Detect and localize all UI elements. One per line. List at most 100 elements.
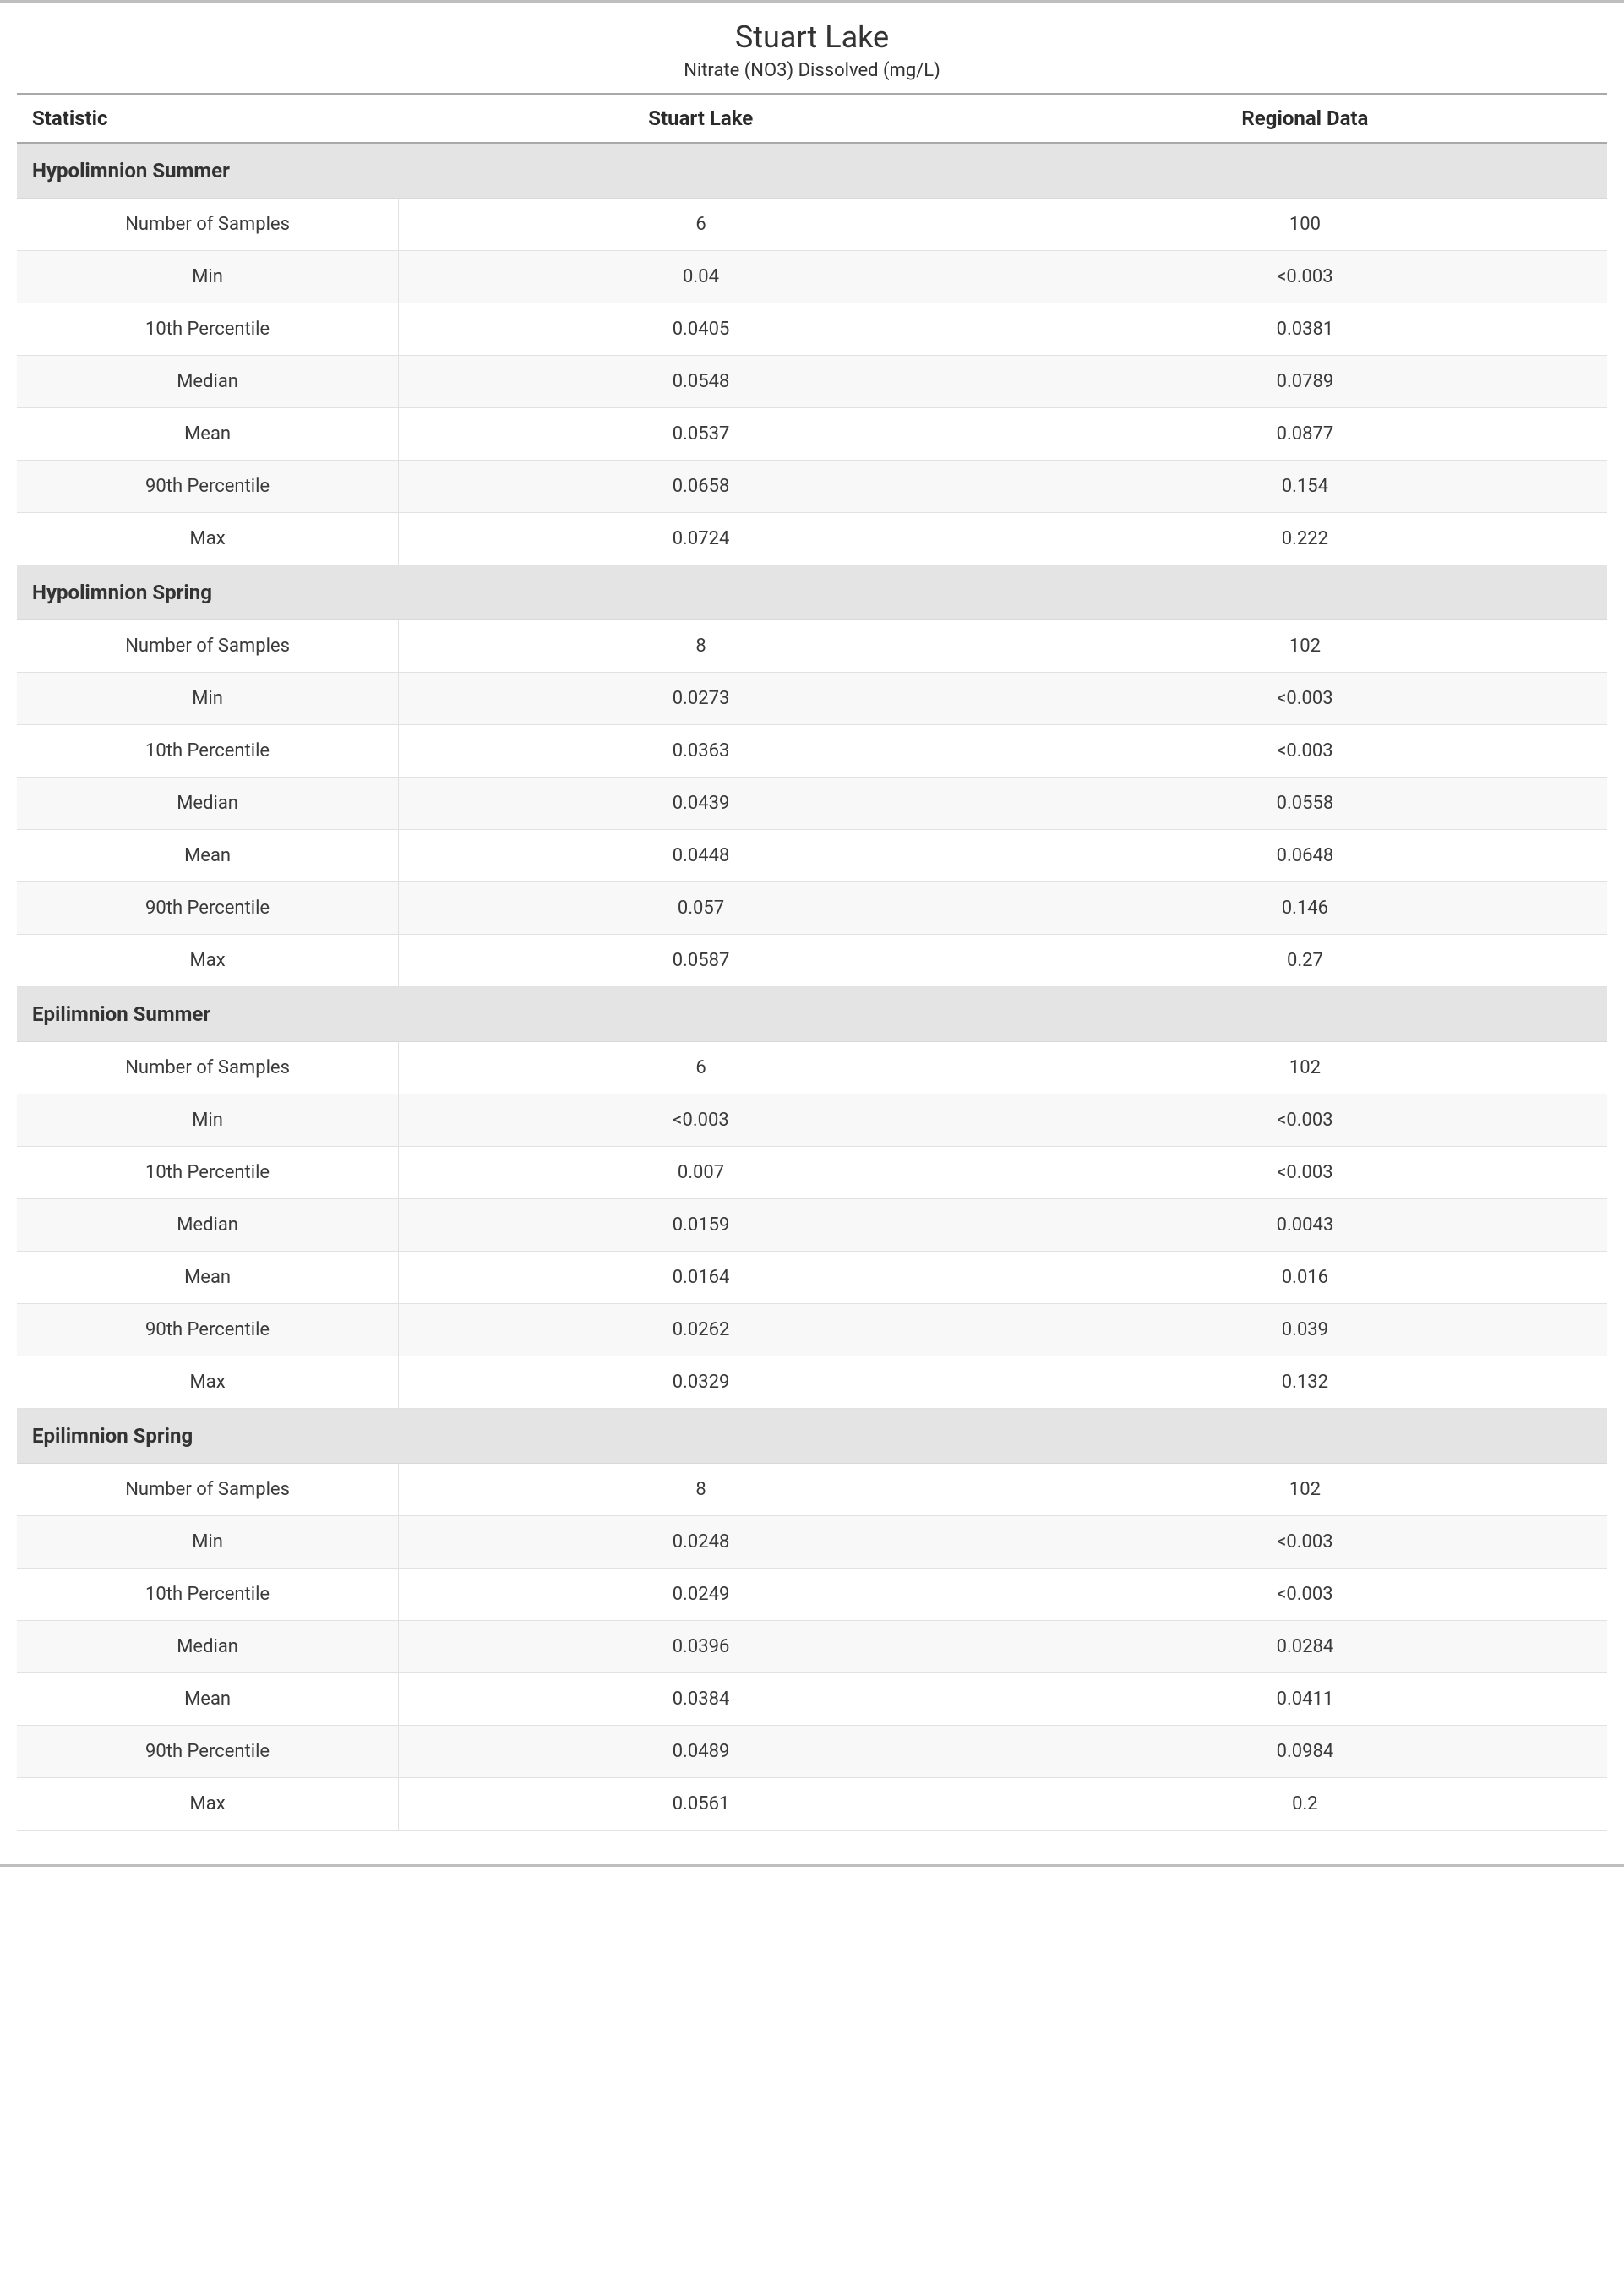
table-row: Min<0.003<0.003 (17, 1094, 1607, 1147)
lake-value: 0.0537 (399, 408, 1003, 461)
lake-value: 0.007 (399, 1147, 1003, 1199)
regional-value: 0.146 (1003, 882, 1607, 935)
lake-value: 0.0489 (399, 1726, 1003, 1778)
regional-value: 0.27 (1003, 935, 1607, 987)
col-header-statistic: Statistic (17, 94, 399, 143)
regional-value: 0.0984 (1003, 1726, 1607, 1778)
regional-value: 0.0789 (1003, 356, 1607, 408)
regional-value: 0.2 (1003, 1778, 1607, 1831)
table-row: Max0.07240.222 (17, 513, 1607, 565)
lake-value: 0.057 (399, 882, 1003, 935)
regional-value: 102 (1003, 1042, 1607, 1094)
regional-value: 0.016 (1003, 1252, 1607, 1304)
regional-value: 0.0558 (1003, 778, 1607, 830)
table-row: Median0.05480.0789 (17, 356, 1607, 408)
lake-value: 0.0159 (399, 1199, 1003, 1252)
stat-label: Min (17, 1094, 399, 1147)
stat-label: 10th Percentile (17, 1569, 399, 1621)
stat-label: 90th Percentile (17, 461, 399, 513)
stat-label: Min (17, 251, 399, 303)
regional-value: 0.039 (1003, 1304, 1607, 1356)
table-row: Max0.05870.27 (17, 935, 1607, 987)
table-row: 10th Percentile0.0249<0.003 (17, 1569, 1607, 1621)
stat-label: Min (17, 1516, 399, 1569)
lake-value: 0.0396 (399, 1621, 1003, 1673)
lake-value: 0.0248 (399, 1516, 1003, 1569)
lake-value: 0.0587 (399, 935, 1003, 987)
regional-value: 0.0381 (1003, 303, 1607, 356)
table-row: 90th Percentile0.06580.154 (17, 461, 1607, 513)
regional-value: 0.0648 (1003, 830, 1607, 882)
regional-value: <0.003 (1003, 1094, 1607, 1147)
regional-value: <0.003 (1003, 1516, 1607, 1569)
section-header-label: Epilimnion Summer (17, 987, 1607, 1042)
table-row: 90th Percentile0.04890.0984 (17, 1726, 1607, 1778)
stat-label: 10th Percentile (17, 303, 399, 356)
section-header-label: Hypolimnion Spring (17, 565, 1607, 620)
stat-label: Mean (17, 1252, 399, 1304)
stat-label: 90th Percentile (17, 882, 399, 935)
regional-value: <0.003 (1003, 1147, 1607, 1199)
regional-value: <0.003 (1003, 725, 1607, 778)
section-header: Epilimnion Summer (17, 987, 1607, 1042)
table-row: 90th Percentile0.0570.146 (17, 882, 1607, 935)
report-page: Stuart Lake Nitrate (NO3) Dissolved (mg/… (0, 0, 1624, 1867)
stat-label: Mean (17, 830, 399, 882)
lake-value: 0.0273 (399, 673, 1003, 725)
table-row: Mean0.01640.016 (17, 1252, 1607, 1304)
table-header-row: Statistic Stuart Lake Regional Data (17, 94, 1607, 143)
regional-value: <0.003 (1003, 673, 1607, 725)
lake-value: 0.0249 (399, 1569, 1003, 1621)
col-header-regional: Regional Data (1003, 94, 1607, 143)
page-subtitle: Nitrate (NO3) Dissolved (mg/L) (17, 60, 1607, 81)
table-row: Number of Samples8102 (17, 620, 1607, 673)
stat-label: Min (17, 673, 399, 725)
stat-label: Mean (17, 1673, 399, 1726)
stat-label: Median (17, 356, 399, 408)
regional-value: 102 (1003, 620, 1607, 673)
stat-label: Number of Samples (17, 199, 399, 251)
table-row: Max0.03290.132 (17, 1356, 1607, 1409)
table-row: 10th Percentile0.04050.0381 (17, 303, 1607, 356)
table-row: 10th Percentile0.0363<0.003 (17, 725, 1607, 778)
lake-value: 0.0439 (399, 778, 1003, 830)
lake-value: 0.0329 (399, 1356, 1003, 1409)
table-row: Mean0.05370.0877 (17, 408, 1607, 461)
table-row: 90th Percentile0.02620.039 (17, 1304, 1607, 1356)
stat-label: 90th Percentile (17, 1304, 399, 1356)
table-row: 10th Percentile0.007<0.003 (17, 1147, 1607, 1199)
stat-label: Median (17, 1621, 399, 1673)
lake-value: 0.0164 (399, 1252, 1003, 1304)
table-row: Max0.05610.2 (17, 1778, 1607, 1831)
lake-value: 0.04 (399, 251, 1003, 303)
lake-value: 0.0724 (399, 513, 1003, 565)
regional-value: 100 (1003, 199, 1607, 251)
section-header: Hypolimnion Summer (17, 143, 1607, 199)
regional-value: 0.0284 (1003, 1621, 1607, 1673)
regional-value: 0.132 (1003, 1356, 1607, 1409)
lake-value: 0.0405 (399, 303, 1003, 356)
col-header-lake: Stuart Lake (399, 94, 1003, 143)
regional-value: <0.003 (1003, 1569, 1607, 1621)
table-row: Median0.03960.0284 (17, 1621, 1607, 1673)
table-row: Number of Samples6100 (17, 199, 1607, 251)
regional-value: <0.003 (1003, 251, 1607, 303)
stat-label: 10th Percentile (17, 1147, 399, 1199)
regional-value: 0.222 (1003, 513, 1607, 565)
table-row: Number of Samples8102 (17, 1464, 1607, 1516)
table-row: Min0.0248<0.003 (17, 1516, 1607, 1569)
table-row: Number of Samples6102 (17, 1042, 1607, 1094)
section-header: Hypolimnion Spring (17, 565, 1607, 620)
stat-label: 90th Percentile (17, 1726, 399, 1778)
lake-value: 0.0561 (399, 1778, 1003, 1831)
lake-value: 0.0384 (399, 1673, 1003, 1726)
stat-label: 10th Percentile (17, 725, 399, 778)
table-row: Min0.04<0.003 (17, 251, 1607, 303)
lake-value: 6 (399, 1042, 1003, 1094)
regional-value: 0.0043 (1003, 1199, 1607, 1252)
stat-label: Number of Samples (17, 620, 399, 673)
regional-value: 0.154 (1003, 461, 1607, 513)
table-row: Median0.04390.0558 (17, 778, 1607, 830)
page-title: Stuart Lake (17, 19, 1607, 55)
lake-value: 6 (399, 199, 1003, 251)
